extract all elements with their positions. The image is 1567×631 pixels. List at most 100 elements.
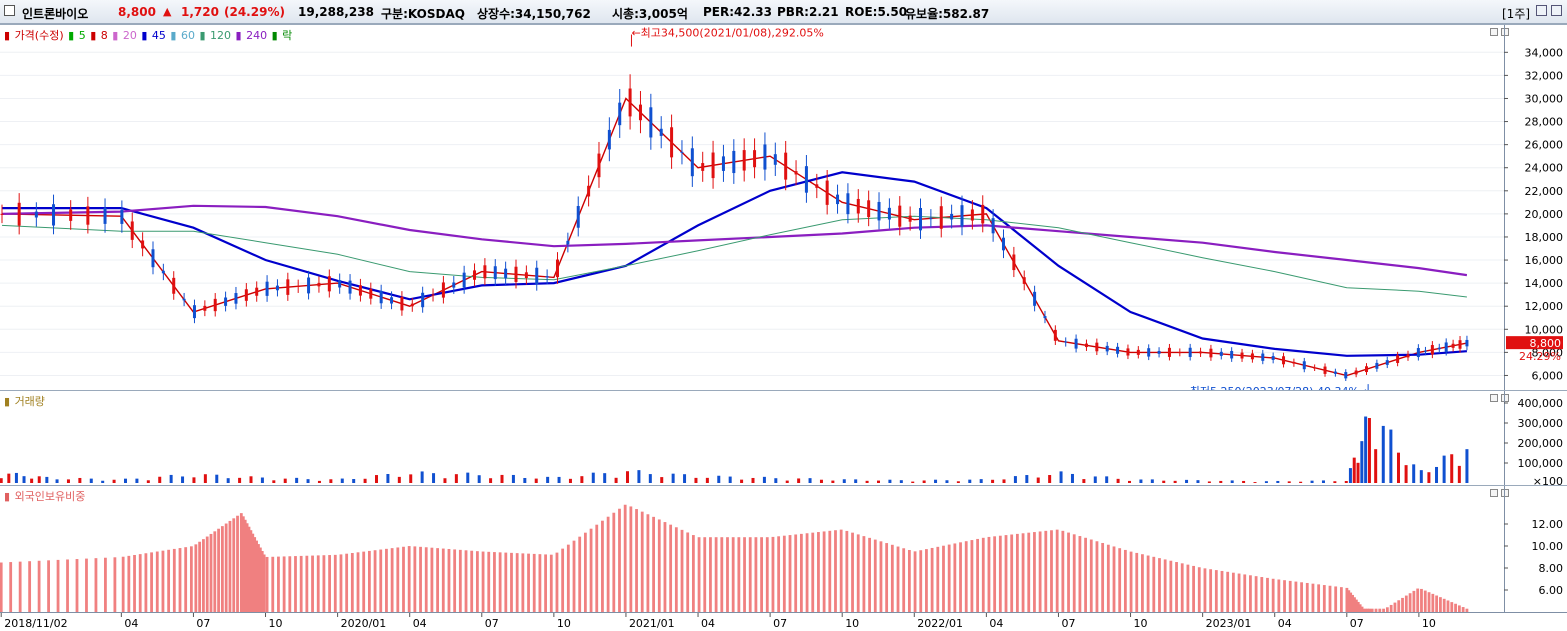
volume-bar — [1173, 480, 1177, 483]
foreign-bar — [294, 556, 297, 612]
volume-bar — [694, 477, 698, 483]
foreign-bar — [703, 537, 707, 612]
candle-body — [856, 198, 860, 214]
foreign-bar — [1416, 588, 1420, 612]
foreign-bar — [998, 535, 1002, 612]
foreign-bar — [771, 536, 775, 612]
volume-bar — [797, 478, 801, 483]
foreign-bar — [1214, 570, 1218, 612]
candle-body — [939, 206, 943, 229]
close-button[interactable] — [1551, 5, 1562, 16]
volume-bar — [819, 479, 823, 483]
volume-bar — [203, 474, 207, 483]
volume-chart: 100,000 200,000 300,000 400,000 ×100 — [0, 397, 1564, 486]
foreign-bar — [839, 529, 843, 612]
price-tick-label: 26,000 — [1525, 139, 1564, 152]
panel-close-button[interactable] — [1501, 28, 1509, 36]
candle-body — [773, 154, 777, 165]
candle-body — [1365, 366, 1369, 373]
volume-bar — [340, 478, 344, 483]
candle-body — [161, 270, 165, 274]
series-line-가격(수정) — [1, 97, 1468, 377]
foreign-bar — [167, 549, 171, 612]
foreign-bar — [94, 558, 98, 612]
legend-ma240: 240 — [246, 29, 268, 42]
date-tick-label: 07 — [485, 617, 499, 630]
foreign-bar — [236, 515, 239, 612]
foreign-bar — [419, 546, 422, 612]
select-checkbox[interactable] — [4, 5, 15, 16]
foreign-bar — [66, 559, 69, 612]
candle-body — [317, 282, 321, 287]
panel-minimize-button[interactable] — [1490, 489, 1498, 497]
candle-body — [950, 213, 954, 220]
foreign-bar — [1354, 599, 1358, 612]
foreign-bar — [350, 553, 354, 612]
foreign-bar — [572, 540, 576, 612]
foreign-bar — [47, 560, 50, 612]
foreign-bar — [748, 537, 752, 612]
panel-close-button[interactable] — [1501, 394, 1509, 402]
restore-button[interactable] — [1536, 5, 1547, 16]
foreign-bar — [144, 553, 148, 612]
foreign-bar — [1300, 582, 1303, 612]
foreign-bar — [1106, 544, 1110, 612]
foreign-bar — [1345, 587, 1349, 612]
volume-bar — [1059, 471, 1063, 483]
foreign-bar — [1152, 556, 1156, 612]
foreign-bar — [305, 555, 309, 612]
foreign-bar — [1368, 608, 1372, 612]
foreign-bar — [907, 550, 911, 612]
volume-bar — [1333, 481, 1337, 483]
foreign-bar — [18, 561, 22, 612]
panel-close-button[interactable] — [1501, 489, 1509, 497]
candle-body — [784, 152, 788, 180]
foreign-bar — [925, 549, 928, 612]
candle-body — [597, 153, 601, 178]
volume-bar — [181, 476, 185, 483]
foreign-bar — [1169, 560, 1173, 612]
foreign-ownership-panel[interactable]: ▮ 외국인보유비중 6.00 8.00 10.00 12.00 — [0, 485, 1567, 612]
foreign-bar — [1158, 558, 1161, 612]
series-line-120 — [1, 215, 1467, 298]
foreign-bar — [205, 536, 209, 612]
foreign-bar — [1027, 532, 1031, 612]
foreign-bar — [1412, 590, 1416, 612]
price-change-pct: (24.29%) — [224, 5, 285, 19]
foreign-bar — [1305, 582, 1309, 612]
volume-bar — [1348, 468, 1352, 483]
foreign-bar — [333, 554, 337, 612]
foreign-bar — [583, 532, 587, 612]
foreign-bar — [1401, 597, 1404, 612]
panel-minimize-button[interactable] — [1490, 28, 1498, 36]
candle-body — [1157, 350, 1161, 354]
foreign-bar — [464, 550, 468, 612]
candle-body — [877, 201, 881, 221]
foreign-bar — [1249, 575, 1252, 612]
panel-minimize-button[interactable] — [1490, 394, 1498, 402]
volume-bar — [1352, 457, 1356, 483]
foreign-bar — [1004, 535, 1008, 612]
period-selector[interactable]: [1주] — [1502, 7, 1531, 21]
foreign-bar — [1084, 537, 1087, 612]
foreign-bar — [299, 555, 303, 612]
volume-bar — [477, 475, 481, 483]
candle-body — [1001, 237, 1005, 251]
volume-panel[interactable]: ▮ 거래량 100,000 200,000 300,000 400,000 ×100 — [0, 390, 1567, 486]
foreign-bar — [970, 540, 974, 612]
price-panel[interactable]: ▮ 가격(수정) ▮ 5 ▮ 8 ▮ 20 ▮ 45 ▮ 60 ▮ 120 ▮ … — [0, 24, 1567, 391]
foreign-bar — [28, 561, 32, 612]
foreign-bar — [851, 532, 854, 612]
candle-body — [970, 209, 974, 221]
volume-bar — [877, 480, 881, 483]
candle-body — [130, 221, 134, 240]
candle-body — [1313, 367, 1317, 369]
foreign-bar — [765, 537, 769, 612]
volume-tick-label: 400,000 — [1518, 397, 1564, 410]
foreign-bar — [328, 555, 331, 612]
price-tick-label: 16,000 — [1525, 254, 1564, 267]
candle-body — [1444, 342, 1448, 352]
legend-price: 가격(수정) — [14, 29, 64, 42]
legend-ma8: 8 — [100, 29, 108, 42]
candle-body — [1084, 343, 1088, 348]
